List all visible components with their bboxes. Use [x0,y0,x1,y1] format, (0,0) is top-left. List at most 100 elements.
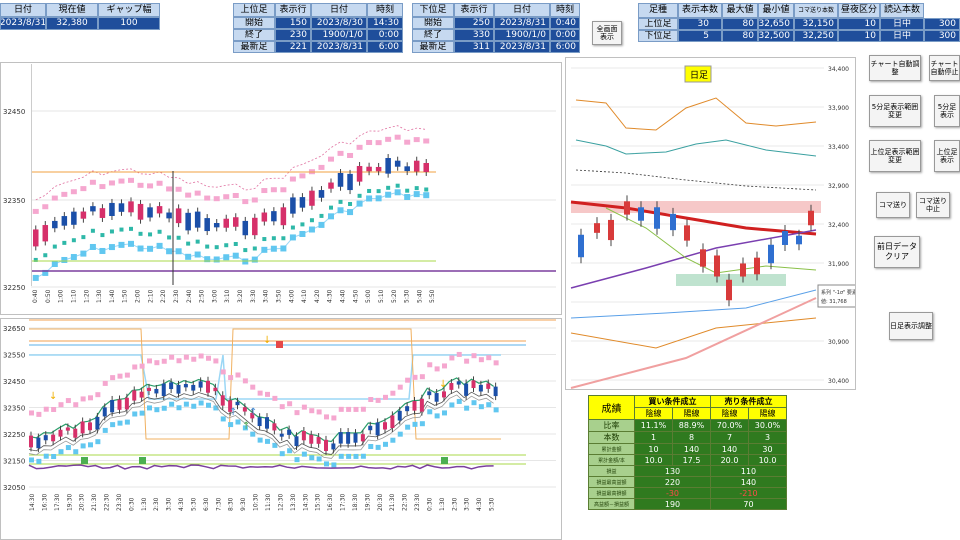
upper-start-label: 開始 [233,17,275,29]
legs-header-count: 表示本数 [678,3,722,18]
daily-candle-body [654,207,660,229]
min5-toggle-button[interactable]: 5分足表示 [934,95,960,127]
lower-marker-upper [176,358,182,364]
lower-candle-body [65,427,70,431]
lower-x-label: 21:30 [389,494,396,511]
upper-x-label: 5:20 [391,289,398,303]
upper-marker-lower [70,254,77,261]
lower-candle-body [80,421,85,434]
lower-x-label: 2:30 [451,497,458,511]
legs-upper-count[interactable]: 80 [722,18,758,30]
legs-lower-step[interactable]: 10 [838,30,880,42]
lower-marker-upper [390,390,396,396]
upper-marker-lower [423,192,430,199]
upper-marker-upper [156,180,163,186]
lower-marker-upper [412,374,418,380]
lower-x-label: 22:30 [402,494,409,511]
legs-lower-daynight[interactable]: 日中 [880,30,924,42]
chart-auto-stop-button[interactable]: チャート自動停止 [929,55,960,81]
lower-marker-lower [257,437,263,443]
legs-upper-read[interactable]: 300 [924,18,960,30]
upper-candle-body [61,216,68,226]
upper-marker-lower [385,191,392,198]
lower-marker-upper [132,364,138,370]
legs-upper-step[interactable]: 10 [838,18,880,30]
min5-range-change-button[interactable]: 5分足表示範囲変更 [869,95,921,127]
upper-x-label: 1:40 [109,289,116,303]
upper-marker-upper [318,164,325,170]
upper-marker-upper [375,140,382,146]
stats-profit-buy: 130 [634,465,711,477]
lower-x-label: 14:30 [29,494,36,511]
lower-latest-row: 311 [454,41,494,53]
lower-candle-body [51,434,56,442]
upper-candle-body [175,208,182,224]
lower-marker-lower [147,405,152,411]
lower-x-label: 20:30 [79,494,86,511]
upper-x-label: 3:00 [211,289,218,303]
upper-marker-mid [329,205,333,210]
step-stop-button[interactable]: コマ送り 中止 [916,192,950,218]
arrow-down-icon: ↓ [49,391,57,402]
legs-upper-daynight[interactable]: 日中 [880,18,924,30]
upper-end-row[interactable]: 230 [275,29,311,41]
chart-auto-adjust-button[interactable]: チャート自動調整 [869,55,921,81]
legs-lower-read[interactable]: 300 [924,30,960,42]
upper-toggle-button[interactable]: 上位足表示 [934,140,960,172]
arrow-up-icon: ↑ [229,407,237,418]
upper-marker-lower [51,260,58,267]
daily-y-label: 34,400 [828,66,849,73]
upper-marker-upper [223,194,230,200]
daily-y-label: 33,900 [828,105,849,112]
lower-marker-lower [132,411,138,417]
upper-candle-body [413,160,420,172]
upper-candle-body [309,190,315,206]
lower-candle-body [161,383,166,396]
daily-ma-red [570,200,817,236]
stats-sub-sell-pos: 陽線 [748,407,787,420]
stats-total-amount-0: 10 [634,443,673,455]
lower-marker-upper [213,358,219,364]
prev-data-clear-button[interactable]: 前日データ クリア [874,236,920,268]
lower-marker-lower [449,402,455,408]
upper-marker-lower [223,254,230,261]
step-button[interactable]: コマ送り [876,192,910,218]
upper-start-row[interactable]: 150 [275,17,311,29]
lower-marker-lower [301,451,307,457]
lower-marker-lower [456,398,462,404]
lower-y-label: 32050 [3,484,25,492]
legs-lower-count[interactable]: 80 [722,30,758,42]
lower-marker-lower [360,453,366,459]
upper-marker-upper [394,134,401,140]
lower-marker-upper [294,410,300,416]
upper-candle-body [213,223,220,228]
upper-marker-mid [138,231,143,236]
legs-lower-type[interactable]: 5 [678,30,722,42]
upper-range-change-button[interactable]: 上位足表示範囲変更 [869,140,921,172]
lower-candle-body [412,401,417,411]
upper-marker-lower [89,243,96,250]
upper-marker-upper [204,195,211,201]
legs-upper-type[interactable]: 30 [678,18,722,30]
upper-y-label: 32450 [3,108,25,116]
legs-lower-label: 下位足 [638,30,678,42]
upper-marker-mid [262,237,267,242]
lower-marker-upper [29,410,34,416]
upper-marker-mid [205,244,210,249]
lower-marker-upper [36,411,42,417]
lower-end-label: 終了 [412,29,454,41]
upper-marker-mid [148,232,153,237]
stats-grade-label: 成績 [588,395,635,420]
fullscreen-button[interactable]: 全画面 表示 [592,21,622,45]
upper-marker-lower [156,242,163,249]
lower-end-row[interactable]: 330 [454,29,494,41]
daily-adjust-button[interactable]: 日足表示調整 [889,312,933,340]
upper-marker-mid [338,199,343,204]
upper-marker-lower [232,252,239,259]
lower-y-label: 32350 [3,405,25,413]
upper-candle-body [80,211,87,219]
lower-candle-body [353,433,358,443]
lower-start-row[interactable]: 250 [454,17,494,29]
upper-x-label: 2:50 [199,289,206,303]
lower-marker-upper [301,404,307,410]
